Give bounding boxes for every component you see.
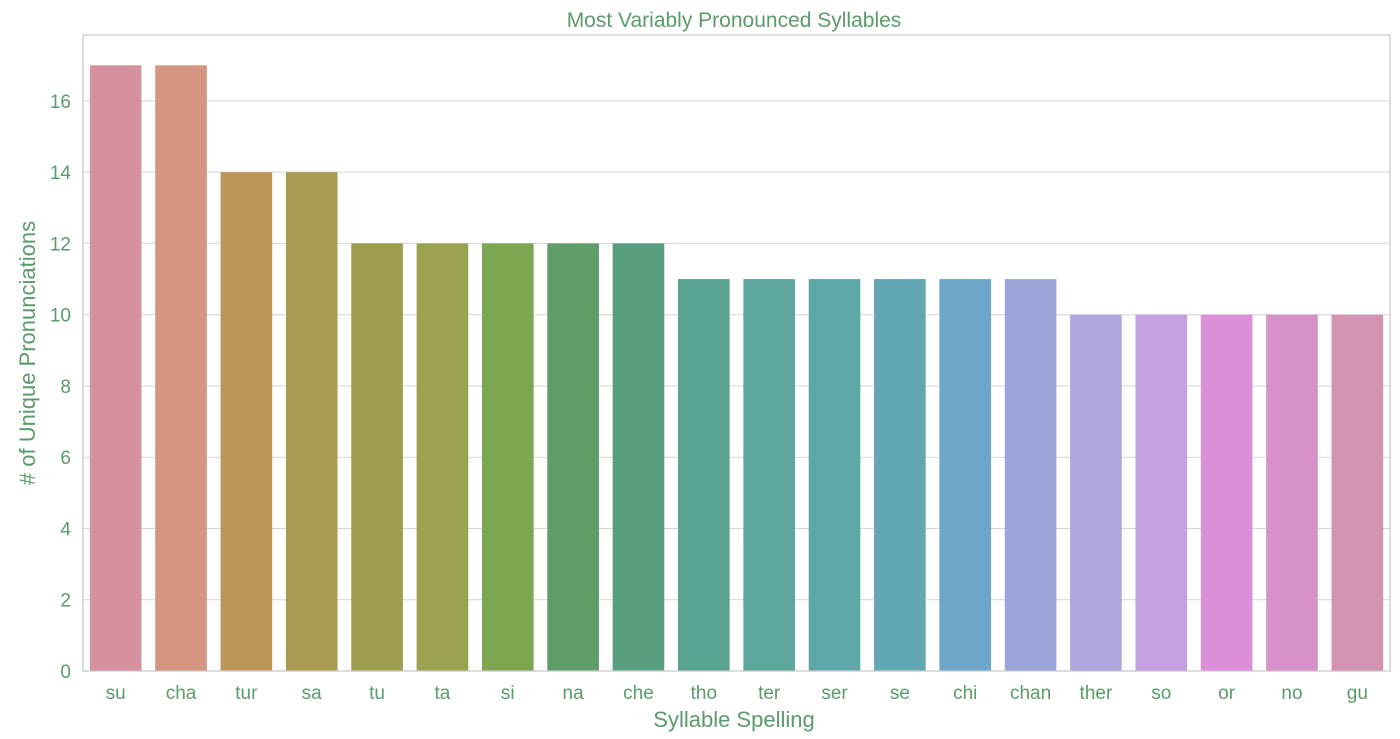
x-tick-label: che bbox=[623, 683, 654, 704]
bar-se bbox=[874, 279, 926, 671]
bar-tu bbox=[351, 243, 403, 671]
x-tick-label: tur bbox=[235, 683, 258, 704]
y-tick-label: 14 bbox=[50, 163, 72, 184]
x-tick-label: tho bbox=[691, 683, 717, 704]
x-tick-label: so bbox=[1151, 683, 1171, 704]
bar-che bbox=[612, 243, 665, 671]
x-tick-label: na bbox=[563, 683, 585, 704]
y-tick-label: 10 bbox=[50, 306, 71, 327]
y-tick-label: 12 bbox=[50, 234, 71, 255]
x-tick-label: no bbox=[1281, 683, 1302, 704]
x-tick-label: ser bbox=[821, 683, 848, 704]
x-tick-label: tu bbox=[369, 683, 385, 704]
x-tick-label: chan bbox=[1010, 683, 1051, 704]
x-tick-label: ta bbox=[434, 683, 450, 704]
bar-cha bbox=[155, 65, 207, 672]
y-axis-label: # of Unique Pronunciations bbox=[15, 221, 40, 485]
x-tick-label: ter bbox=[758, 683, 781, 704]
x-tick-label: su bbox=[106, 683, 126, 704]
x-axis-label: Syllable Spelling bbox=[653, 707, 814, 732]
bar-ther bbox=[1070, 314, 1122, 671]
x-tick-label: ther bbox=[1080, 683, 1113, 704]
y-tick-label: 8 bbox=[60, 377, 71, 398]
bar-ta bbox=[416, 243, 469, 671]
gridlines bbox=[83, 100, 1390, 601]
bar-su bbox=[89, 65, 142, 672]
x-tick-label: cha bbox=[166, 683, 197, 704]
bar-tur bbox=[220, 172, 273, 672]
bar-tho bbox=[678, 279, 730, 671]
bar-sa bbox=[285, 172, 338, 672]
x-tick-label: sa bbox=[302, 683, 323, 704]
bars bbox=[89, 65, 1384, 672]
bar-ter bbox=[743, 279, 795, 671]
bar-chan bbox=[1004, 279, 1057, 671]
bar-gu bbox=[1331, 314, 1384, 671]
x-tick-label: gu bbox=[1347, 683, 1368, 704]
x-tick-label: si bbox=[501, 683, 515, 704]
y-tick-label: 16 bbox=[50, 92, 71, 113]
y-tick-label: 0 bbox=[60, 662, 71, 683]
y-tick-label: 6 bbox=[60, 448, 71, 469]
bar-no bbox=[1266, 314, 1318, 671]
x-tick-label: chi bbox=[953, 683, 977, 704]
x-tick-label: se bbox=[890, 683, 910, 704]
y-tick-label: 2 bbox=[60, 591, 71, 612]
x-tick-label: or bbox=[1218, 683, 1236, 704]
chart-title: Most Variably Pronounced Syllables bbox=[567, 9, 902, 32]
bar-chi bbox=[939, 279, 992, 671]
y-tick-label: 4 bbox=[60, 519, 71, 540]
bar-or bbox=[1200, 314, 1253, 671]
plot-frame bbox=[82, 34, 1391, 672]
bar-so bbox=[1135, 314, 1188, 671]
bar-si bbox=[481, 243, 534, 671]
bar-na bbox=[547, 243, 599, 671]
y-tick-labels: 0 2 4 6 8 10 12 14 16 bbox=[50, 92, 72, 683]
x-tick-labels: su cha tur sa tu ta si na che tho ter ser se chi chan t… bbox=[106, 683, 1368, 704]
bar-ser bbox=[808, 279, 861, 671]
